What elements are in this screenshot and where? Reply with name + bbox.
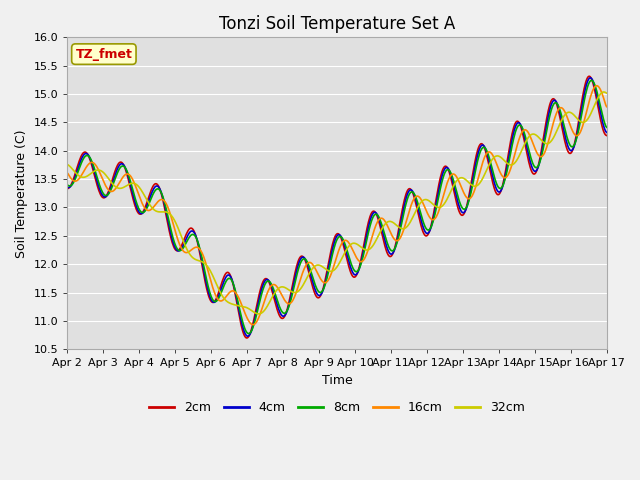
8cm	[244, 331, 252, 336]
Y-axis label: Soil Temperature (C): Soil Temperature (C)	[15, 129, 28, 258]
32cm	[205, 265, 212, 271]
8cm	[588, 78, 595, 84]
8cm	[205, 287, 212, 292]
32cm	[330, 268, 337, 274]
16cm	[603, 104, 611, 109]
8cm	[182, 241, 189, 247]
Text: TZ_fmet: TZ_fmet	[76, 48, 132, 60]
X-axis label: Time: Time	[321, 374, 353, 387]
2cm	[435, 182, 443, 188]
4cm	[182, 237, 189, 243]
32cm	[63, 162, 71, 168]
2cm	[586, 73, 593, 79]
Title: Tonzi Soil Temperature Set A: Tonzi Soil Temperature Set A	[219, 15, 455, 33]
Legend: 2cm, 4cm, 8cm, 16cm, 32cm: 2cm, 4cm, 8cm, 16cm, 32cm	[144, 396, 530, 419]
8cm	[63, 182, 71, 188]
2cm	[182, 233, 189, 239]
8cm	[554, 102, 562, 108]
8cm	[435, 193, 443, 199]
4cm	[244, 333, 252, 339]
16cm	[249, 322, 257, 327]
4cm	[603, 130, 611, 135]
32cm	[255, 311, 262, 317]
32cm	[182, 244, 189, 250]
8cm	[382, 235, 390, 241]
2cm	[243, 335, 251, 341]
32cm	[435, 204, 443, 210]
2cm	[382, 246, 390, 252]
2cm	[63, 186, 71, 192]
4cm	[205, 290, 212, 296]
8cm	[330, 249, 337, 254]
16cm	[205, 271, 212, 277]
2cm	[205, 294, 212, 300]
Line: 2cm: 2cm	[67, 76, 607, 338]
16cm	[382, 219, 390, 225]
4cm	[330, 243, 337, 249]
16cm	[182, 250, 189, 255]
32cm	[603, 90, 611, 96]
4cm	[382, 240, 390, 246]
4cm	[586, 75, 594, 81]
4cm	[435, 188, 443, 193]
Line: 4cm: 4cm	[67, 78, 607, 336]
Line: 32cm: 32cm	[67, 92, 607, 314]
16cm	[435, 208, 443, 214]
Line: 8cm: 8cm	[67, 81, 607, 334]
32cm	[382, 221, 390, 227]
32cm	[554, 125, 562, 131]
2cm	[554, 106, 562, 111]
8cm	[603, 124, 611, 130]
16cm	[554, 108, 562, 113]
Line: 16cm: 16cm	[67, 86, 607, 324]
4cm	[63, 184, 71, 190]
16cm	[593, 83, 601, 89]
2cm	[603, 132, 611, 138]
32cm	[600, 89, 607, 95]
16cm	[63, 170, 71, 176]
16cm	[330, 265, 337, 271]
4cm	[554, 103, 562, 108]
2cm	[330, 239, 337, 245]
